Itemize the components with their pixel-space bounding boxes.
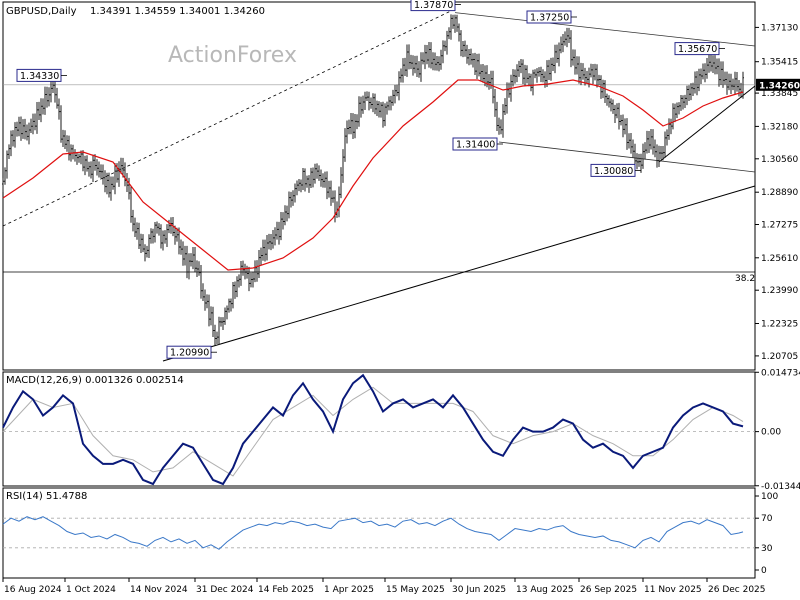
macd-tick-label: 0.014734 bbox=[761, 368, 800, 378]
support-trendline bbox=[162, 185, 756, 362]
price-annotation: 1.35670 bbox=[674, 42, 725, 56]
last-price-label: 1.34260 bbox=[759, 81, 800, 91]
price-annotation: 1.30080 bbox=[590, 163, 641, 177]
y-tick-label: 1.27275 bbox=[761, 221, 798, 231]
y-tick-label: 1.37130 bbox=[761, 23, 798, 33]
panel-frame bbox=[2, 1, 756, 371]
macd-panel: 0.014734 0.00 -0.013442 bbox=[2, 368, 800, 492]
x-tick-label: 11 Nov 2025 bbox=[644, 585, 702, 595]
annotation-label: 1.37250 bbox=[530, 13, 569, 24]
price-annotation: 1.20990 bbox=[166, 345, 217, 359]
y-tick-label: 1.30560 bbox=[761, 155, 798, 165]
price-annotation: 1.37870 bbox=[410, 0, 461, 12]
panel-frame bbox=[2, 487, 756, 579]
macd-title: MACD(12,26,9) 0.001326 0.002514 bbox=[6, 375, 184, 386]
rising-trendline bbox=[658, 85, 756, 163]
x-tick-label: 26 Sep 2025 bbox=[580, 585, 637, 595]
rsi-title: RSI(14) 51.4788 bbox=[6, 491, 87, 502]
y-tick-label: 1.32180 bbox=[761, 122, 798, 132]
y-tick-label: 1.28890 bbox=[761, 188, 798, 198]
annotation-label: 1.34330 bbox=[20, 71, 59, 82]
annotation-label: 1.30080 bbox=[594, 166, 633, 177]
rsi-line bbox=[2, 516, 744, 550]
x-tick-label: 31 Dec 2024 bbox=[196, 585, 254, 595]
dashed-channel-line bbox=[2, 8, 456, 227]
macd-tick-label: 0.00 bbox=[761, 428, 781, 438]
annotation-label: 1.35670 bbox=[678, 44, 717, 55]
macd-tick-label: -0.013442 bbox=[761, 482, 800, 492]
rsi-tick-label: 100 bbox=[761, 492, 778, 502]
macd-signal-line bbox=[2, 386, 744, 477]
y-tick-label: 1.23990 bbox=[761, 286, 798, 296]
x-tick-label: 13 Aug 2025 bbox=[516, 585, 574, 595]
rsi-tick-label: 30 bbox=[761, 544, 773, 554]
x-tick-label: 26 Dec 2025 bbox=[708, 585, 766, 595]
rsi-tick-label: 0 bbox=[761, 566, 767, 576]
macd-line bbox=[2, 373, 744, 486]
x-tick-label: 1 Oct 2024 bbox=[66, 585, 116, 595]
x-tick-label: 16 Aug 2024 bbox=[4, 585, 62, 595]
x-tick-label: 1 Apr 2025 bbox=[324, 585, 374, 595]
y-tick-label: 1.35415 bbox=[761, 58, 798, 68]
channel-bottom-line bbox=[498, 141, 756, 173]
x-axis: 16 Aug 2024 1 Oct 2024 14 Nov 2024 31 Dec 2… bbox=[2, 578, 766, 595]
watermark: ActionForex bbox=[168, 43, 297, 68]
annotation-label: 1.20990 bbox=[170, 348, 209, 359]
ohlc-header: 1.34391 1.34559 1.34001 1.34260 bbox=[90, 6, 265, 17]
x-tick-label: 14 Nov 2024 bbox=[130, 585, 188, 595]
y-tick-label: 1.22325 bbox=[761, 320, 798, 330]
price-panel: 1.37130 1.35415 1.33845 1.32180 1.30560 1.288… bbox=[2, 0, 800, 371]
channel-top-line bbox=[454, 12, 756, 47]
moving-average-line bbox=[2, 79, 744, 271]
panel-frame bbox=[2, 371, 756, 487]
candles bbox=[2, 14, 744, 346]
rsi-panel: 100 70 30 0 bbox=[2, 487, 778, 579]
x-tick-label: 14 Feb 2025 bbox=[258, 585, 314, 595]
x-tick-label: 15 May 2025 bbox=[386, 585, 445, 595]
x-tick-label: 30 Jun 2025 bbox=[452, 585, 506, 595]
chart-title: GBPUSD,Daily bbox=[6, 6, 77, 17]
annotation-label: 1.31400 bbox=[456, 140, 495, 151]
fib-label: 38.2 bbox=[735, 274, 755, 284]
price-annotation: 1.37250 bbox=[526, 10, 577, 24]
y-tick-label: 1.33845 bbox=[761, 89, 798, 99]
last-price-box bbox=[756, 78, 800, 91]
rsi-tick-label: 70 bbox=[761, 514, 773, 524]
annotation-label: 1.37870 bbox=[414, 0, 453, 11]
y-tick-label: 1.20705 bbox=[761, 352, 798, 362]
price-annotation: 1.31400 bbox=[452, 137, 503, 151]
y-tick-label: 1.25610 bbox=[761, 254, 798, 264]
price-annotation: 1.34330 bbox=[16, 68, 67, 82]
